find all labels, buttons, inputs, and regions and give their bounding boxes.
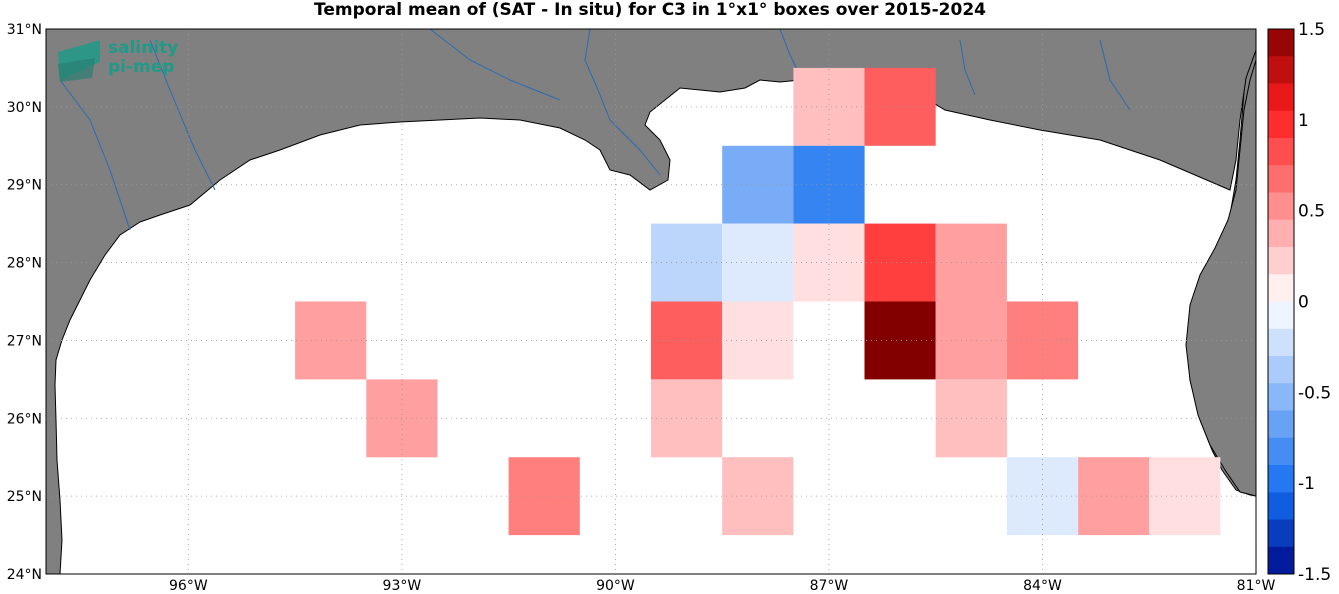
longitude-tick-label: 93°W (383, 578, 422, 594)
heatmap-cell (864, 67, 936, 146)
colorbar-segment (1268, 356, 1294, 384)
colorbar-segment (1268, 138, 1294, 166)
colorbar-ticks: -1.5 -1 -0.5 0 0.5 1 1.5 (1298, 20, 1331, 585)
longitude-tick-label: 84°W (1023, 578, 1062, 594)
river-texas-1 (149, 39, 216, 191)
latitude-tick-label: 24°N (7, 567, 42, 583)
salinity-pimep-logo: salinity pi-mep (58, 38, 178, 82)
colorbar-segment (1268, 219, 1294, 248)
map-title: Temporal mean of (SAT - In situ) for C3 … (314, 0, 986, 20)
heatmap-cell (722, 301, 794, 380)
heatmap-cell (508, 457, 580, 536)
longitude-tick-label: 90°W (596, 578, 635, 594)
colorbar-segment (1268, 410, 1294, 439)
colorbar-tick-label: -0.5 (1298, 383, 1331, 403)
colorbar-tick-label: 1 (1298, 111, 1309, 131)
river-texas-2 (59, 79, 131, 231)
river-mississippi (584, 28, 661, 176)
latitude-tick-label: 25°N (7, 489, 42, 505)
heatmap-cell (722, 457, 794, 536)
colorbar-segment (1268, 192, 1294, 221)
colorbar-segment (1268, 301, 1294, 330)
colorbar-segment (1268, 519, 1294, 548)
longitude-tick-label: 96°W (169, 578, 208, 594)
latitude-tick-label: 27°N (7, 333, 42, 349)
heatmap-cell (295, 301, 367, 380)
colorbar-tick-label: 1.5 (1298, 20, 1325, 40)
latitude-tick-label: 31°N (7, 22, 42, 38)
map-frame (45, 28, 1257, 575)
heatmap-cell (864, 223, 936, 302)
logo-line2: pi-mep (108, 57, 174, 77)
logo-mark-lower-icon (58, 58, 95, 82)
latitude-tick-label: 28°N (7, 256, 42, 272)
heatmap-cell (1006, 301, 1079, 380)
latitude-tick-label: 26°N (7, 411, 42, 427)
heatmap-cell (1006, 457, 1079, 536)
logo-line1: salinity (108, 38, 178, 58)
longitude-tick-label: 87°W (810, 578, 849, 594)
rivers-layer (59, 28, 1131, 231)
longitude-ticks: 96°W 93°W 90°W 87°W 84°W 81°W (169, 578, 1275, 594)
land-florida (1185, 59, 1257, 497)
colorbar-tick-label: 0.5 (1298, 202, 1325, 222)
longitude-tick-label: 81°W (1237, 578, 1276, 594)
colorbar-segment (1268, 437, 1294, 466)
colorbar (1268, 29, 1294, 575)
heatmap-cell (722, 223, 794, 302)
latitude-tick-label: 29°N (7, 178, 42, 194)
colorbar-tick-label: -1.5 (1298, 565, 1331, 585)
colorbar-tick-label: 0 (1298, 293, 1309, 313)
heatmap-cell (1078, 457, 1150, 536)
colorbar-tick-label: -1 (1298, 474, 1315, 494)
colorbar-segment (1268, 56, 1294, 84)
heatmap-cell (864, 301, 936, 380)
colorbar-segment (1268, 110, 1294, 139)
heatmap-cell (1149, 457, 1221, 536)
latitude-ticks: 24°N 25°N 26°N 27°N 28°N 29°N 30°N 31°N (7, 22, 42, 583)
colorbar-segment (1268, 83, 1294, 112)
river-florida (1099, 39, 1131, 111)
colorbar-segment (1268, 328, 1294, 357)
colorbar-segment (1268, 274, 1294, 302)
colorbar-frame (1267, 28, 1295, 575)
heatmap-cell (722, 145, 794, 224)
river-red (429, 28, 561, 101)
latitude-tick-label: 30°N (7, 100, 42, 116)
heatmap-cell (793, 223, 865, 302)
colorbar-segment (1268, 383, 1294, 411)
colorbar-segment (1268, 465, 1294, 493)
river-apalachicola (959, 39, 976, 96)
colorbar-segment (1268, 247, 1294, 275)
colorbar-segment (1268, 29, 1294, 57)
colorbar-segment (1268, 546, 1294, 575)
heatmap-cell (793, 67, 865, 146)
colorbar-segment (1268, 492, 1294, 520)
colorbar-segment (1268, 165, 1294, 193)
